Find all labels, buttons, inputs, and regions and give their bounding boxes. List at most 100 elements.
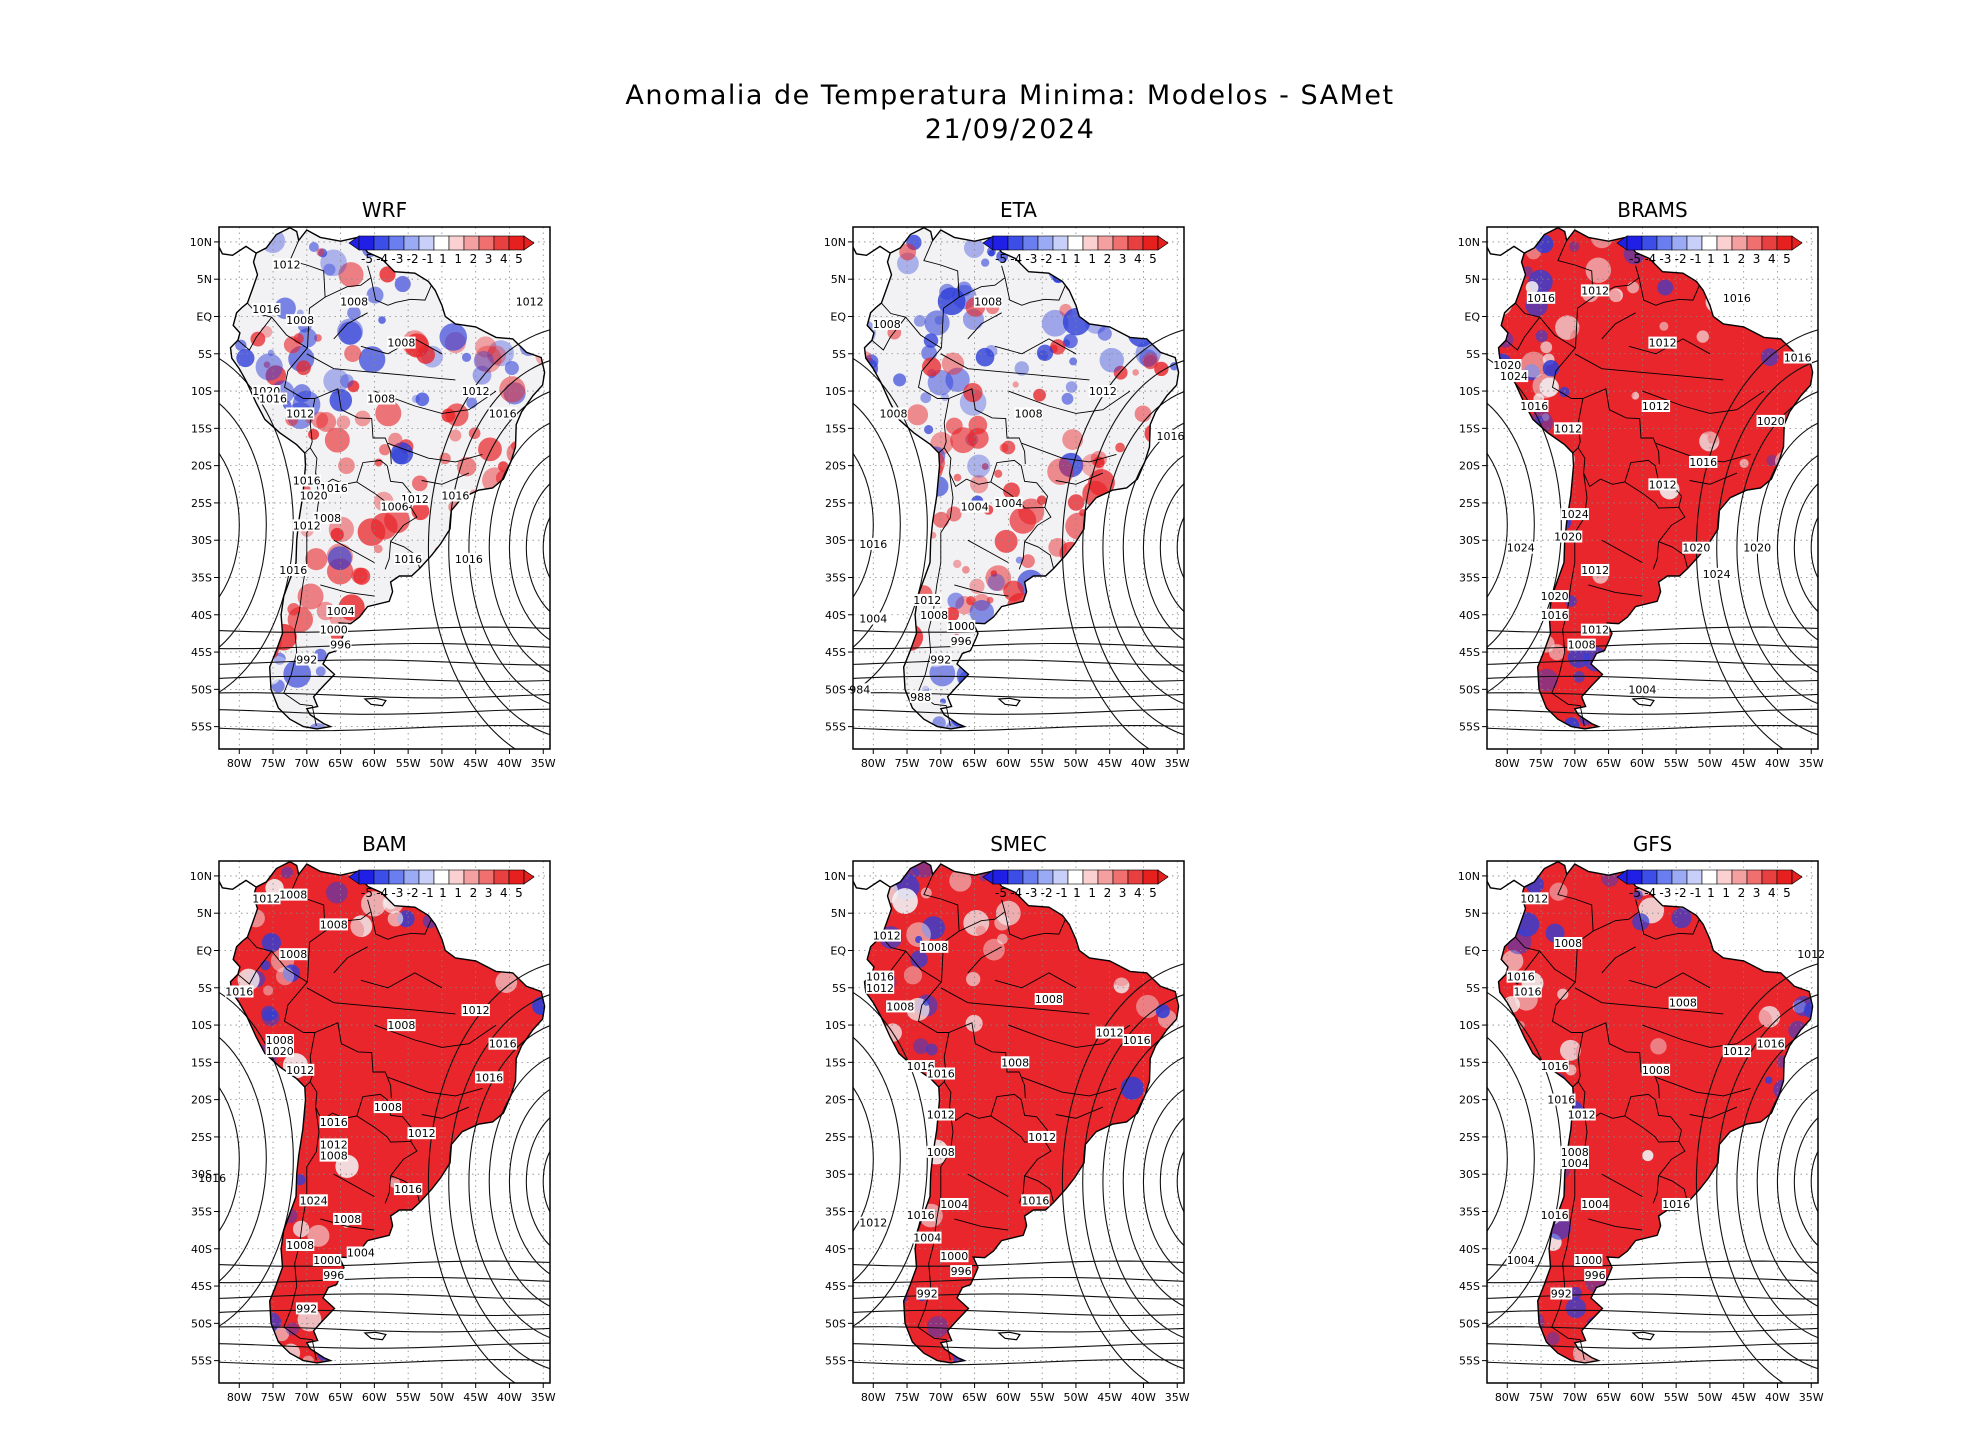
isobar-label: 1012	[872, 929, 901, 943]
svg-text:1008: 1008	[1568, 639, 1596, 652]
panels-layer: WRF1012100810161008100810121012100810201…	[190, 198, 1826, 1404]
lat-tick-label: 50S	[825, 1317, 846, 1330]
colorbar-label: -1	[422, 252, 434, 266]
svg-text:1006: 1006	[381, 501, 409, 514]
lon-tick-label: 65W	[962, 757, 987, 770]
svg-text:1016: 1016	[866, 971, 894, 984]
colorbar-label: -3	[1025, 252, 1037, 266]
lat-tick-label: 20S	[825, 1094, 846, 1107]
lon-axis: 80W 75W 70W 65W 60W 55W 50W 45W 40W 35W	[861, 1383, 1190, 1404]
colorbar-label: -3	[391, 252, 403, 266]
isobar-labels: 1012100810161012100810081012101610161016…	[859, 929, 1151, 1301]
colorbar: -5 -4 -3 -2 -1 1 1 2 3 4 5	[348, 235, 535, 266]
isobar-label: 1012	[292, 519, 321, 532]
lon-tick-label: 60W	[996, 757, 1021, 770]
lon-tick-label: 55W	[1030, 757, 1055, 770]
svg-text:1012: 1012	[1581, 564, 1609, 577]
lat-tick-label: EQ	[1464, 310, 1480, 323]
lon-tick-label: 80W	[861, 1391, 886, 1404]
isobar-label: 1016	[258, 392, 288, 406]
svg-text:1012: 1012	[293, 519, 321, 532]
isobar-label: 1008	[1641, 1063, 1671, 1077]
lat-tick-label: 35S	[191, 571, 212, 584]
lat-tick-label: 45S	[1459, 646, 1480, 659]
colorbar-label: 1	[1707, 252, 1715, 266]
isobar-label: 1008	[285, 1239, 315, 1252]
colorbar-swatch	[1701, 235, 1718, 251]
lat-tick-label: 20S	[1459, 460, 1480, 473]
colorbar-swatch	[1686, 235, 1703, 251]
lon-tick-label: 50W	[1063, 1391, 1088, 1404]
panel-title: BAM	[362, 832, 407, 856]
lon-tick-label: 70W	[928, 1391, 953, 1404]
svg-text:1016: 1016	[859, 538, 887, 551]
svg-text:984: 984	[849, 683, 870, 696]
isobar-label: 1012	[461, 1004, 490, 1017]
svg-text:1000: 1000	[940, 1250, 968, 1263]
lon-axis: 80W 75W 70W 65W 60W 55W 50W 45W 40W 35W	[227, 1383, 556, 1404]
lat-tick-label: 5S	[1466, 982, 1480, 995]
svg-text:1016: 1016	[1527, 292, 1555, 305]
isobar-label: 1008	[1553, 937, 1583, 950]
isobar-label: 996	[322, 1268, 345, 1282]
colorbar-swatch	[448, 235, 465, 251]
lon-tick-label: 80W	[227, 757, 252, 770]
colorbar-label: -4	[376, 252, 388, 266]
svg-text:1016: 1016	[394, 553, 422, 566]
colorbar-label: 5	[1783, 886, 1791, 900]
lon-tick-label: 75W	[261, 757, 286, 770]
colorbar-swatch	[478, 869, 495, 885]
colorbar-swatch	[1716, 235, 1733, 251]
colorbar-label: 4	[500, 252, 508, 266]
colorbar-swatch	[1127, 869, 1144, 885]
colorbar-label: 4	[1768, 886, 1776, 900]
isobar-label: 996	[950, 634, 972, 648]
svg-text:1008: 1008	[1015, 407, 1043, 420]
isobar-label: 1008	[339, 295, 369, 309]
isobar-label: 1004	[1560, 1157, 1589, 1170]
lat-tick-label: EQ	[830, 944, 846, 957]
isobar-label: 1016	[865, 970, 895, 984]
svg-text:1024: 1024	[300, 1194, 328, 1207]
lat-tick-label: 10S	[191, 385, 212, 398]
svg-text:1016: 1016	[1757, 1038, 1785, 1051]
colorbar-swatch	[1022, 235, 1039, 251]
isobar-label: 1016	[1689, 455, 1718, 469]
colorbar-label: 5	[515, 886, 523, 900]
lat-tick-label: EQ	[830, 310, 846, 323]
svg-text:1004: 1004	[347, 1247, 375, 1260]
isobar-label: 1016	[1722, 291, 1752, 305]
isobar-label: 1012	[1580, 623, 1610, 637]
isobar-label: 1016	[475, 1071, 504, 1084]
colorbar-label: -4	[1644, 886, 1656, 900]
isobar-label: 1012	[1567, 1108, 1596, 1122]
lat-tick-label: EQ	[1464, 944, 1480, 957]
svg-text:1004: 1004	[1507, 1254, 1535, 1267]
isobar-label: 1020	[1540, 590, 1569, 603]
isobar-label: 1016	[906, 1209, 935, 1222]
lat-tick-label: EQ	[196, 944, 212, 957]
svg-text:1012: 1012	[286, 407, 314, 420]
svg-text:1016: 1016	[1021, 1194, 1049, 1207]
lat-tick-label: 25S	[825, 497, 846, 510]
svg-text:1000: 1000	[947, 620, 975, 633]
svg-text:1008: 1008	[920, 941, 948, 954]
lat-tick-label: 35S	[1459, 1205, 1480, 1218]
colorbar-swatch	[1626, 235, 1643, 251]
isobar-label: 1024	[1506, 541, 1535, 555]
lat-axis: 10N 5N EQ 5S 10S 15S 20S 25S 30S 35S 40S 45S 50S 55S	[824, 870, 853, 1368]
colorbar-swatch	[1626, 869, 1643, 885]
colorbar-label: 1	[454, 886, 462, 900]
isobar-label: 1024	[299, 1194, 328, 1207]
isobar-labels: 1008 1008 1012 1008 1008 1016 1004 1004 1016 1012…	[848, 295, 1185, 704]
lon-tick-label: 35W	[1165, 757, 1190, 770]
colorbar-label: 2	[1104, 886, 1112, 900]
svg-text:1012: 1012	[859, 1217, 887, 1230]
svg-text:1020: 1020	[1541, 590, 1569, 603]
lat-tick-label: 40S	[825, 1243, 846, 1256]
isobar-label: 1016	[441, 489, 470, 503]
colorbar-label: 1	[454, 252, 462, 266]
isobar-label: 988	[909, 690, 932, 704]
lon-tick-label: 50W	[429, 757, 454, 770]
